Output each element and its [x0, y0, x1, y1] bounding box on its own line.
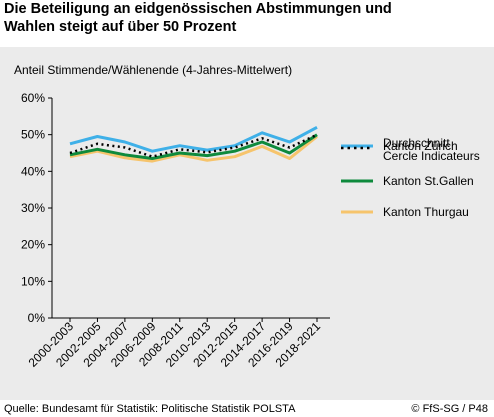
legend-label-2: Kanton St.Gallen: [383, 174, 474, 188]
chart-title-line-1: Die Beteiligung an eidgenössischen Absti…: [4, 1, 392, 17]
y-tick-label: 50%: [21, 128, 45, 142]
y-tick-label: 0%: [28, 311, 46, 325]
y-ticks: 0% 10% 20% 30% 40% 50% 60%: [21, 91, 52, 325]
y-tick-label: 60%: [21, 91, 45, 105]
legend-label-0: Kanton Zürich: [383, 139, 458, 153]
series-line-1: [69, 133, 318, 158]
series-line-0: [69, 125, 318, 153]
chart-title-line-2: Wahlen steigt auf über 50 Prozent: [4, 19, 237, 35]
credit-note: © FfS-SG / P48: [411, 403, 488, 415]
legend-label-3: Kanton Thurgau: [383, 205, 469, 219]
y-tick-label: 40%: [21, 164, 45, 178]
series-line-2: [69, 133, 318, 160]
chart-title: Die Beteiligung an eidgenössischen Absti…: [4, 0, 492, 36]
source-note: Quelle: Bundesamt für Statistik: Politis…: [4, 403, 296, 415]
axes: [51, 98, 330, 319]
y-axis-title: Anteil Stimmende/Wählenende (4-Jahres-Mi…: [14, 63, 292, 77]
x-ticks: 2000-20032002-20052004-20072006-20092008…: [26, 318, 323, 370]
y-tick-label: 10%: [21, 274, 45, 288]
series-line-3: [69, 135, 318, 163]
series-lines: [69, 125, 318, 163]
y-tick-label: 20%: [21, 238, 45, 252]
legend-label-1-line-1: Cercle Indicateurs: [383, 149, 480, 163]
y-tick-label: 30%: [21, 201, 45, 215]
chart-panel: [0, 47, 494, 400]
legend-label-1-line-0: Durchschnitt: [383, 136, 450, 150]
